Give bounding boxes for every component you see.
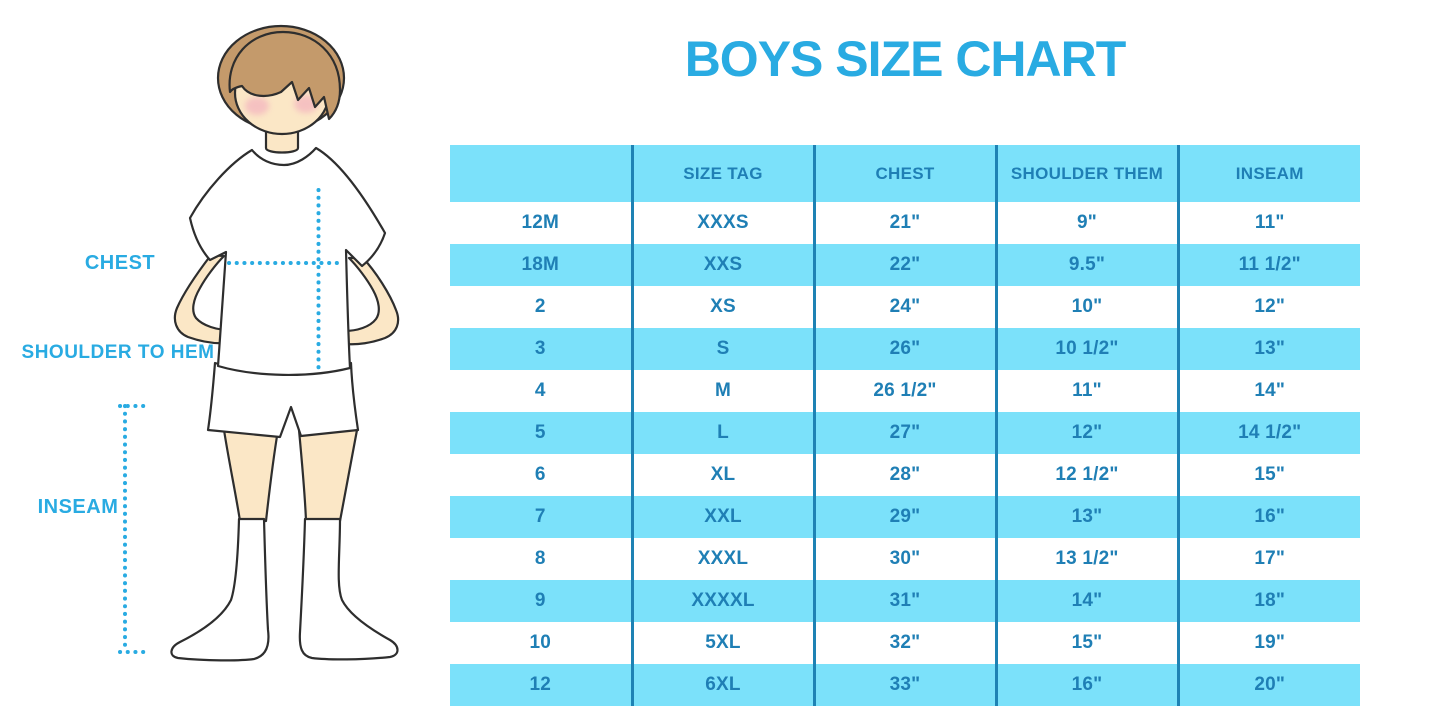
table-row: 7 XXL 29" 13" 16" bbox=[450, 496, 1360, 538]
column-header bbox=[450, 145, 632, 202]
size-table: SIZE TAG CHEST SHOULDER THEM INSEAM 12M XXXS… bbox=[450, 145, 1360, 706]
measurement-cell: 6XL bbox=[630, 664, 814, 706]
measurement-cell: 33" bbox=[812, 664, 996, 706]
boy-illustration: CHEST SHOULDER TO HEM INSEAM bbox=[22, 24, 400, 662]
measurement-cell: 26 1/2" bbox=[812, 370, 996, 412]
measurement-cell: 20" bbox=[1176, 664, 1360, 706]
shoulder-to-hem-label: SHOULDER TO HEM bbox=[22, 342, 215, 363]
size-chart-table-container: SIZE TAG CHEST SHOULDER THEM INSEAM 12M XXXS… bbox=[450, 145, 1360, 706]
boy-right-sock bbox=[298, 517, 399, 661]
size-cell: 8 bbox=[534, 548, 546, 569]
table-row: 12M XXXS 21" 9" 11" bbox=[450, 202, 1360, 244]
measurement-cell: XXXXL bbox=[630, 580, 814, 622]
measurement-cell: 12" bbox=[994, 412, 1178, 454]
measurement-cell: 12" bbox=[1176, 286, 1360, 328]
table-row: 3 S 26" 10 1/2" 13" bbox=[450, 328, 1360, 370]
measurement-cell: XXXL bbox=[630, 538, 814, 580]
size-table-header-row: SIZE TAG CHEST SHOULDER THEM INSEAM bbox=[450, 145, 1360, 202]
measurement-cell: 19" bbox=[1176, 622, 1360, 664]
measurement-cell: XL bbox=[630, 454, 814, 496]
measurement-cell: 10" bbox=[994, 286, 1178, 328]
measurement-cell: 11" bbox=[1176, 202, 1360, 244]
measurement-cell: 14" bbox=[994, 580, 1178, 622]
measurement-cell: 10 1/2" bbox=[994, 328, 1178, 370]
size-cell: 12M bbox=[521, 212, 560, 233]
measurement-cell: XS bbox=[630, 286, 814, 328]
measurement-cell: 24" bbox=[812, 286, 996, 328]
measurement-cell: XXL bbox=[630, 496, 814, 538]
inseam-label: INSEAM bbox=[38, 496, 119, 518]
size-cell: 12 bbox=[450, 664, 632, 706]
measurement-cell: 18" bbox=[1176, 580, 1360, 622]
measurement-cell: XXXS bbox=[630, 202, 814, 244]
column-header: SIZE TAG bbox=[630, 145, 814, 202]
measurement-cell: 31" bbox=[812, 580, 996, 622]
measurement-cell: 27" bbox=[812, 412, 996, 454]
boy-shirt bbox=[188, 146, 387, 376]
table-row: 18M XXS 22" 9.5" 11 1/2" bbox=[450, 244, 1360, 286]
measurement-cell: 29" bbox=[812, 496, 996, 538]
measurement-cell: 26" bbox=[812, 328, 996, 370]
size-cell: 6 bbox=[534, 464, 546, 485]
table-row: 12 6XL 33" 16" 20" bbox=[450, 664, 1360, 706]
size-cell: 5 bbox=[450, 412, 632, 454]
measurement-cell: 14 1/2" bbox=[1176, 412, 1360, 454]
boy-left-leg bbox=[222, 428, 280, 523]
column-header: CHEST bbox=[812, 145, 996, 202]
boy-hair-fringe bbox=[228, 30, 342, 121]
size-table-body: 12M XXXS 21" 9" 11" 18M XXS 22" 9.5" 11 1/2" 2 XS 24… bbox=[450, 202, 1360, 706]
table-row: 8 XXXL 30" 13 1/2" 17" bbox=[450, 538, 1360, 580]
boy-right-arm bbox=[342, 256, 400, 346]
measurement-cell: 30" bbox=[812, 538, 996, 580]
size-cell: 9 bbox=[450, 580, 632, 622]
measurement-cell: 22" bbox=[812, 244, 996, 286]
measurement-cell: 17" bbox=[1176, 538, 1360, 580]
measurement-cell: 11" bbox=[994, 370, 1178, 412]
size-cell: 10 bbox=[529, 632, 552, 653]
table-row: 9 XXXXL 31" 14" 18" bbox=[450, 580, 1360, 622]
size-cell: 3 bbox=[450, 328, 632, 370]
table-row: 6 XL 28" 12 1/2" 15" bbox=[450, 454, 1360, 496]
measurement-cell: 13" bbox=[994, 496, 1178, 538]
measurement-cell: 13" bbox=[1176, 328, 1360, 370]
measurement-cell: 15" bbox=[994, 622, 1178, 664]
size-cell: 7 bbox=[450, 496, 632, 538]
chest-label: CHEST bbox=[85, 252, 155, 274]
measurement-cell: 9" bbox=[994, 202, 1178, 244]
measurement-cell: 14" bbox=[1176, 370, 1360, 412]
measurement-cell: S bbox=[630, 328, 814, 370]
boy-left-sock bbox=[170, 517, 270, 662]
table-row: 4 M 26 1/2" 11" 14" bbox=[450, 370, 1360, 412]
measurement-cell: 11 1/2" bbox=[1176, 244, 1360, 286]
table-row: 2 XS 24" 10" 12" bbox=[450, 286, 1360, 328]
measurement-cell: 9.5" bbox=[994, 244, 1178, 286]
boy-right-leg bbox=[297, 428, 359, 523]
measurement-cell: 16" bbox=[1176, 496, 1360, 538]
measurement-cell: M bbox=[630, 370, 814, 412]
blush-left bbox=[245, 97, 269, 115]
measurement-cell: 21" bbox=[812, 202, 996, 244]
measurement-cell: 15" bbox=[1176, 454, 1360, 496]
table-row: 5 L 27" 12" 14 1/2" bbox=[450, 412, 1360, 454]
size-cell: 4 bbox=[534, 380, 546, 401]
column-header: INSEAM bbox=[1176, 145, 1360, 202]
page-title: BOYS SIZE CHART bbox=[684, 31, 1127, 87]
column-header: SHOULDER THEM bbox=[994, 145, 1178, 202]
measurement-cell: 16" bbox=[994, 664, 1178, 706]
measurement-cell: XXS bbox=[630, 244, 814, 286]
size-cell: 18M bbox=[450, 244, 632, 286]
measurement-cell: 28" bbox=[812, 454, 996, 496]
measurement-cell: 13 1/2" bbox=[994, 538, 1178, 580]
measurement-cell: 12 1/2" bbox=[994, 454, 1178, 496]
measurement-cell: 32" bbox=[812, 622, 996, 664]
table-row: 10 5XL 32" 15" 19" bbox=[450, 622, 1360, 664]
measurement-cell: L bbox=[630, 412, 814, 454]
measurement-cell: 5XL bbox=[630, 622, 814, 664]
size-cell: 2 bbox=[534, 296, 546, 317]
